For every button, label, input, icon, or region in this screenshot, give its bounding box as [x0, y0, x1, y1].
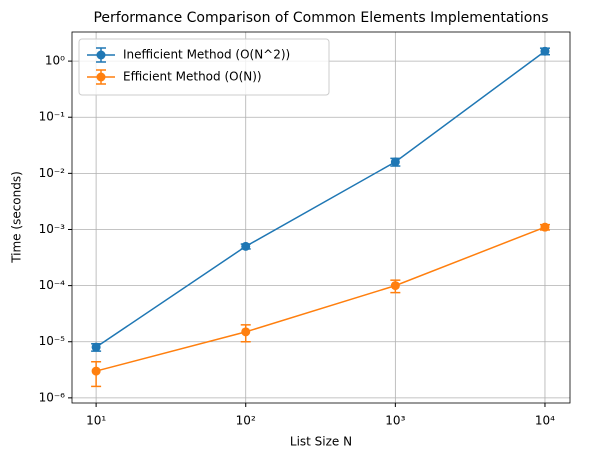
y-tick-label: 10⁻⁶: [39, 390, 66, 404]
data-point: [540, 46, 550, 56]
y-tick-label: 10⁻¹: [39, 110, 66, 124]
data-point: [241, 327, 251, 337]
y-tick-label: 10⁻³: [39, 222, 66, 236]
x-tick-label: 10³: [385, 414, 405, 428]
chart-title: Performance Comparison of Common Element…: [93, 10, 548, 26]
y-tick-label: 10⁻⁴: [39, 278, 66, 292]
data-point: [91, 366, 101, 376]
data-point: [540, 222, 550, 232]
y-tick-label: 10⁻²: [39, 166, 66, 180]
data-point: [390, 281, 400, 291]
y-tick-label: 10⁰: [45, 54, 65, 68]
x-tick-label: 10⁴: [535, 414, 555, 428]
y-axis-label: Time (seconds): [10, 171, 24, 264]
legend-label: Efficient Method (O(N)): [123, 70, 262, 84]
series-line: [95, 226, 546, 372]
series-line: [95, 50, 546, 348]
y-tick-label: 10⁻⁵: [39, 334, 66, 348]
legend-marker: [96, 50, 106, 60]
legend-marker: [96, 72, 106, 82]
data-point: [91, 342, 101, 352]
x-tick-label: 10²: [236, 414, 256, 428]
data-point: [390, 157, 400, 167]
x-axis-label: List Size N: [290, 435, 352, 449]
legend-label: Inefficient Method (O(N^2)): [123, 48, 290, 62]
plot-frame: [71, 31, 571, 404]
data-point: [241, 241, 251, 251]
legend-box: [78, 38, 330, 96]
x-tick-label: 10¹: [86, 414, 106, 428]
